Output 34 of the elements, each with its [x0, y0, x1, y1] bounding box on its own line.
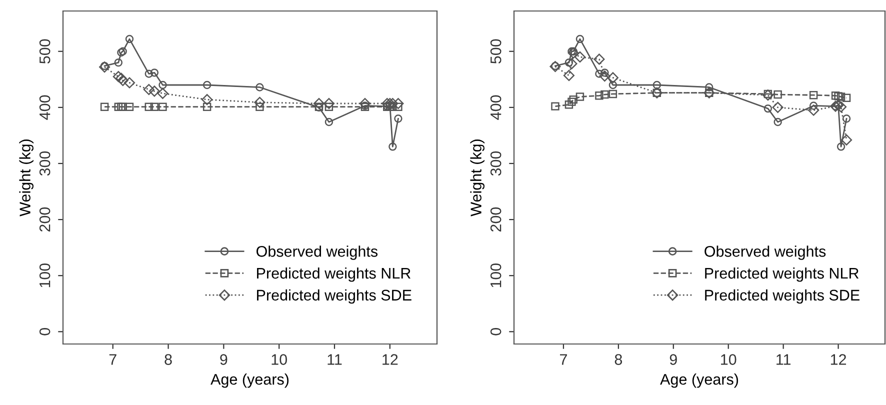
y-tick-label: 300 — [490, 151, 502, 176]
x-tick-label: 11 — [776, 354, 791, 365]
legend-label: Predicted weights SDE — [257, 289, 412, 304]
y-tick-label: 400 — [39, 95, 50, 120]
y-axis-title: Weight (kg) — [470, 140, 484, 216]
y-tick-label: 100 — [490, 263, 502, 288]
y-tick-label: 400 — [490, 95, 502, 120]
legend-label: Observed weights — [704, 246, 826, 260]
y-tick-label: 200 — [39, 207, 50, 232]
y-tick-label: 300 — [39, 151, 50, 176]
legend-label: Predicted weights SDE — [705, 289, 860, 304]
y-tick-label: 0 — [490, 328, 502, 336]
x-tick-label: 7 — [109, 354, 116, 365]
x-tick-label: 12 — [382, 354, 398, 365]
y-tick-label: 0 — [39, 328, 50, 336]
x-axis-title: Age (years) — [660, 374, 738, 388]
legend-label: Predicted weights NLR — [705, 267, 859, 282]
x-tick-label: 9 — [220, 354, 228, 365]
x-axis-title: Age (years) — [210, 374, 289, 388]
legend-label: Predicted weights NLR — [257, 267, 410, 282]
x-tick-label: 10 — [721, 354, 736, 365]
y-tick-label: 100 — [39, 263, 50, 288]
y-tick-label: 200 — [490, 207, 502, 232]
x-tick-label: 8 — [614, 354, 622, 365]
y-tick-label: 500 — [490, 39, 502, 64]
x-tick-label: 10 — [272, 354, 287, 365]
x-tick-label: 11 — [328, 354, 342, 365]
x-tick-label: 8 — [164, 354, 172, 365]
x-tick-label: 12 — [830, 354, 846, 365]
x-tick-label: 9 — [670, 354, 677, 365]
y-axis-title: Weight (kg) — [19, 140, 34, 216]
legend-label: Observed weights — [256, 246, 378, 260]
x-tick-label: 7 — [560, 354, 567, 365]
y-tick-label: 500 — [39, 39, 50, 64]
